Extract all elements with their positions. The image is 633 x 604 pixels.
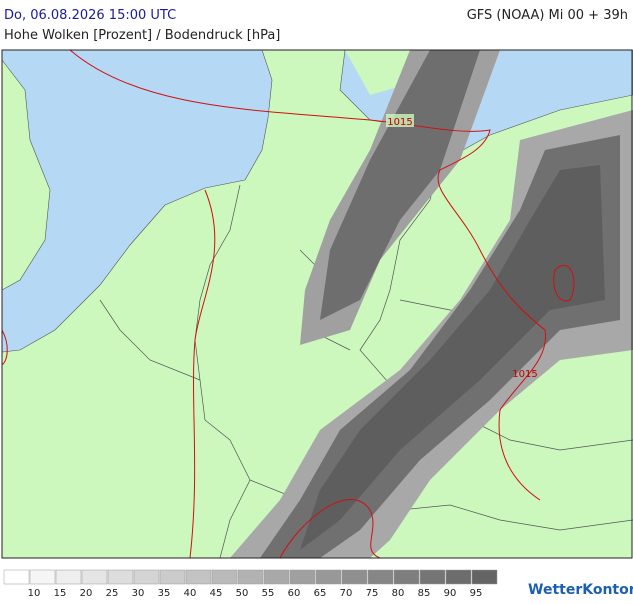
legend-label: 20 [80,588,93,599]
datetime: Do, 06.08.2026 15:00 UTC [4,8,176,23]
legend-swatch [341,569,368,585]
britain [1,59,51,291]
legend-label: 25 [106,588,119,599]
legend-label: 80 [392,588,405,599]
legend-swatch [3,569,30,585]
legend-label: 90 [444,588,457,599]
legend-swatch [393,569,420,585]
legend-swatch [55,569,82,585]
model-run: GFS (NOAA) Mi 00 + 39h [467,8,628,23]
legend-swatch [211,569,238,585]
north-sea [1,49,273,353]
isobar-label: 1015 [512,369,537,380]
subtitle: Hohe Wolken [Prozent] / Bodendruck [hPa] [4,28,280,43]
legend-swatch [81,569,108,585]
legend-swatch [471,569,498,585]
legend-swatch [315,569,342,585]
legend: 10 15 20 25 30 35 40 45 50 55 60 65 70 75 80 85 90 95 [3,569,498,599]
legend-swatch [289,569,316,585]
legend-label: 55 [262,588,275,599]
legend-label: 45 [210,588,223,599]
legend-swatch [159,569,186,585]
legend-label: 95 [470,588,483,599]
legend-swatch [133,569,160,585]
legend-swatch [237,569,264,585]
legend-swatch [185,569,212,585]
legend-label: 50 [236,588,249,599]
legend-swatch [367,569,394,585]
legend-label: 65 [314,588,327,599]
legend-label: 70 [340,588,353,599]
legend-swatch [419,569,446,585]
legend-swatch [263,569,290,585]
legend-swatch [107,569,134,585]
legend-swatch [445,569,472,585]
legend-swatch [29,569,56,585]
isobar-label: 1015 [387,117,412,128]
legend-label: 75 [366,588,379,599]
logo: WetterKontor [528,582,633,598]
map-frame [1,49,633,559]
legend-label: 10 [28,588,41,599]
isobars [1,49,575,559]
legend-label: 35 [158,588,171,599]
cloud-cover [230,50,633,558]
legend-label: 85 [418,588,431,599]
legend-label: 30 [132,588,145,599]
legend-label: 60 [288,588,301,599]
legend-label: 15 [54,588,67,599]
legend-label: 40 [184,588,197,599]
map: 1015 1015 [1,49,633,559]
